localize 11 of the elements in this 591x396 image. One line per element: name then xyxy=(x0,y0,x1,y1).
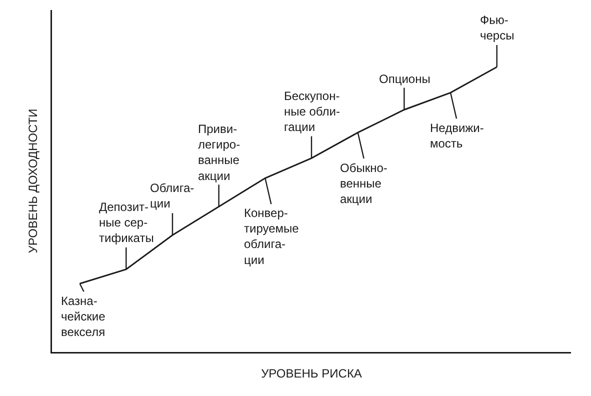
annotation: Конвер- тируемые облига- ции xyxy=(244,206,300,267)
annotation: Бескупон- ные обли- гации xyxy=(284,89,340,134)
y-axis-title: УРОВЕНЬ ДОХОДНОСТИ xyxy=(26,108,40,254)
annotation: Приви- легиро- ванные акции xyxy=(198,122,240,183)
annotation: Казна- чейские векселя xyxy=(61,294,106,340)
x-axis-title: УРОВЕНЬ РИСКА xyxy=(261,366,362,381)
annotation: Опционы xyxy=(379,72,430,86)
annotation: Облига- ции xyxy=(150,181,194,211)
annotation: Фью- черсы xyxy=(480,13,514,43)
annotation: Недвижи- мость xyxy=(430,121,484,151)
annotation: Обыкно- венные акции xyxy=(340,161,388,206)
